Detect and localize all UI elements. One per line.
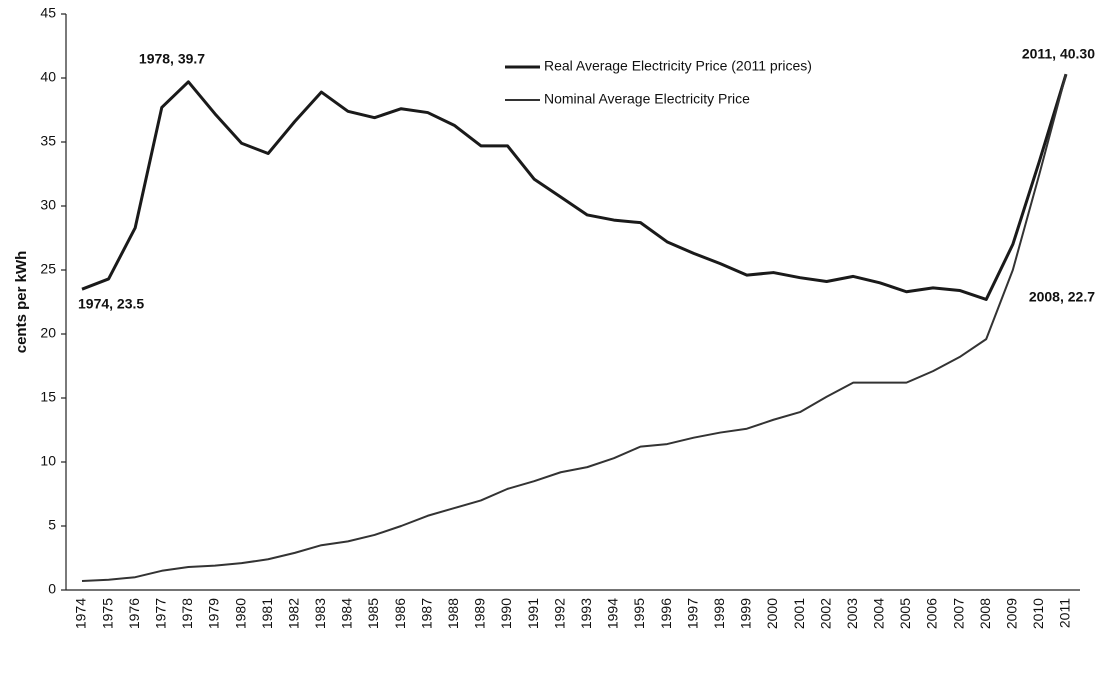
x-tick-label: 1997 bbox=[684, 598, 700, 629]
y-tick-label: 15 bbox=[40, 389, 56, 405]
legend-label: Real Average Electricity Price (2011 pri… bbox=[544, 58, 812, 74]
x-tick-label: 2008 bbox=[977, 598, 993, 629]
x-tick-label: 1995 bbox=[631, 598, 647, 629]
x-tick-label: 1983 bbox=[312, 598, 328, 629]
x-tick-label: 2003 bbox=[844, 598, 860, 629]
x-tick-label: 1992 bbox=[551, 598, 567, 629]
x-tick-label: 1998 bbox=[711, 598, 727, 629]
x-tick-label: 1985 bbox=[365, 598, 381, 629]
x-tick-label: 1993 bbox=[578, 598, 594, 629]
x-tick-label: 1981 bbox=[259, 598, 275, 629]
x-tick-label: 1990 bbox=[498, 598, 514, 629]
x-tick-label: 2011 bbox=[1057, 598, 1073, 628]
x-tick-label: 1974 bbox=[73, 598, 89, 629]
y-tick-label: 5 bbox=[48, 517, 56, 533]
y-tick-label: 20 bbox=[40, 325, 56, 341]
x-tick-label: 1982 bbox=[285, 598, 301, 629]
x-tick-label: 2000 bbox=[764, 598, 780, 629]
y-tick-label: 10 bbox=[40, 453, 56, 469]
x-tick-label: 1999 bbox=[738, 598, 754, 629]
y-tick-label: 0 bbox=[48, 581, 56, 597]
y-tick-label: 35 bbox=[40, 133, 56, 149]
x-tick-label: 1994 bbox=[605, 598, 621, 629]
line-series bbox=[81, 73, 1068, 301]
x-tick-label: 1991 bbox=[525, 598, 541, 629]
x-tick-label: 1978 bbox=[179, 598, 195, 629]
x-tick-label: 1986 bbox=[392, 598, 408, 629]
x-tick-label: 1975 bbox=[99, 598, 115, 629]
annotation: 1974, 23.5 bbox=[78, 296, 144, 312]
x-tick-label: 1988 bbox=[445, 598, 461, 629]
x-tick-label: 2009 bbox=[1004, 598, 1020, 629]
x-tick-label: 2002 bbox=[817, 598, 833, 629]
x-tick-label: 2001 bbox=[791, 598, 807, 629]
x-tick-label: 1996 bbox=[658, 598, 674, 629]
x-tick-label: 2007 bbox=[950, 598, 966, 629]
x-tick-label: 1980 bbox=[232, 598, 248, 629]
x-tick-label: 1976 bbox=[126, 598, 142, 629]
annotation: 1978, 39.7 bbox=[139, 51, 205, 67]
x-tick-label: 1987 bbox=[418, 598, 434, 629]
annotation: 2011, 40.30 bbox=[1022, 46, 1095, 62]
x-tick-label: 1979 bbox=[206, 598, 222, 629]
line-series bbox=[81, 73, 1067, 583]
x-tick-label: 2010 bbox=[1030, 598, 1046, 629]
y-tick-label: 30 bbox=[40, 197, 56, 213]
x-tick-label: 1984 bbox=[339, 598, 355, 629]
x-tick-label: 2004 bbox=[871, 598, 887, 629]
x-tick-label: 2005 bbox=[897, 598, 913, 629]
x-tick-label: 2006 bbox=[924, 598, 940, 629]
y-tick-label: 40 bbox=[40, 69, 56, 85]
y-tick-label: 25 bbox=[40, 261, 56, 277]
x-tick-label: 1977 bbox=[152, 598, 168, 629]
x-tick-label: 1989 bbox=[472, 598, 488, 629]
legend-label: Nominal Average Electricity Price bbox=[544, 91, 750, 107]
y-tick-label: 45 bbox=[40, 5, 56, 21]
y-axis-label: cents per kWh bbox=[13, 251, 30, 354]
annotation: 2008, 22.7 bbox=[1029, 289, 1095, 305]
